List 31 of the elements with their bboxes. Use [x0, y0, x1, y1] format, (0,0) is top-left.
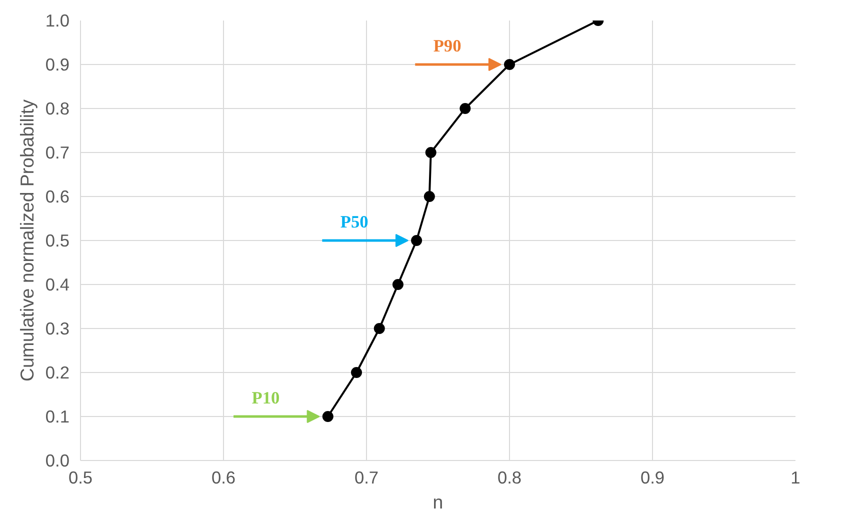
x-tick-label: 0.5: [68, 468, 93, 488]
point: [374, 323, 385, 334]
point: [322, 411, 334, 422]
point: [425, 147, 436, 158]
point: [392, 279, 404, 290]
y-tick-label: 1.0: [45, 10, 70, 30]
y-tick-label: 0.9: [45, 54, 70, 74]
y-axis-title: Cumulative normalized Probability: [16, 98, 38, 382]
y-tick-label: 0.0: [45, 450, 70, 470]
y-tick-label: 0.1: [45, 406, 70, 426]
point: [411, 235, 422, 246]
y-tick-label: 0.5: [45, 230, 70, 250]
annotation: P50: [340, 212, 368, 232]
x-tick-label: 0.7: [354, 468, 379, 488]
y-tick-label: 0.8: [45, 98, 70, 118]
y-tick-label: 0.2: [45, 362, 70, 382]
annotation: P10: [252, 388, 280, 408]
y-tick-label: 0.3: [45, 318, 70, 338]
point: [350, 367, 362, 378]
x-tick-label: 0.6: [211, 468, 236, 488]
x-axis-title: n: [432, 492, 444, 512]
x-tick-label: 1: [790, 468, 800, 488]
x-tick-label: 0.8: [497, 468, 522, 488]
y-tick-label: 0.6: [45, 186, 70, 206]
y-tick-label: 0.4: [45, 274, 70, 294]
point: [424, 191, 435, 202]
point: [460, 103, 471, 114]
y-tick-label: 0.7: [45, 142, 70, 162]
x-tick-label: 0.9: [640, 468, 665, 488]
annotation: P90: [433, 36, 462, 56]
point: [504, 59, 515, 70]
